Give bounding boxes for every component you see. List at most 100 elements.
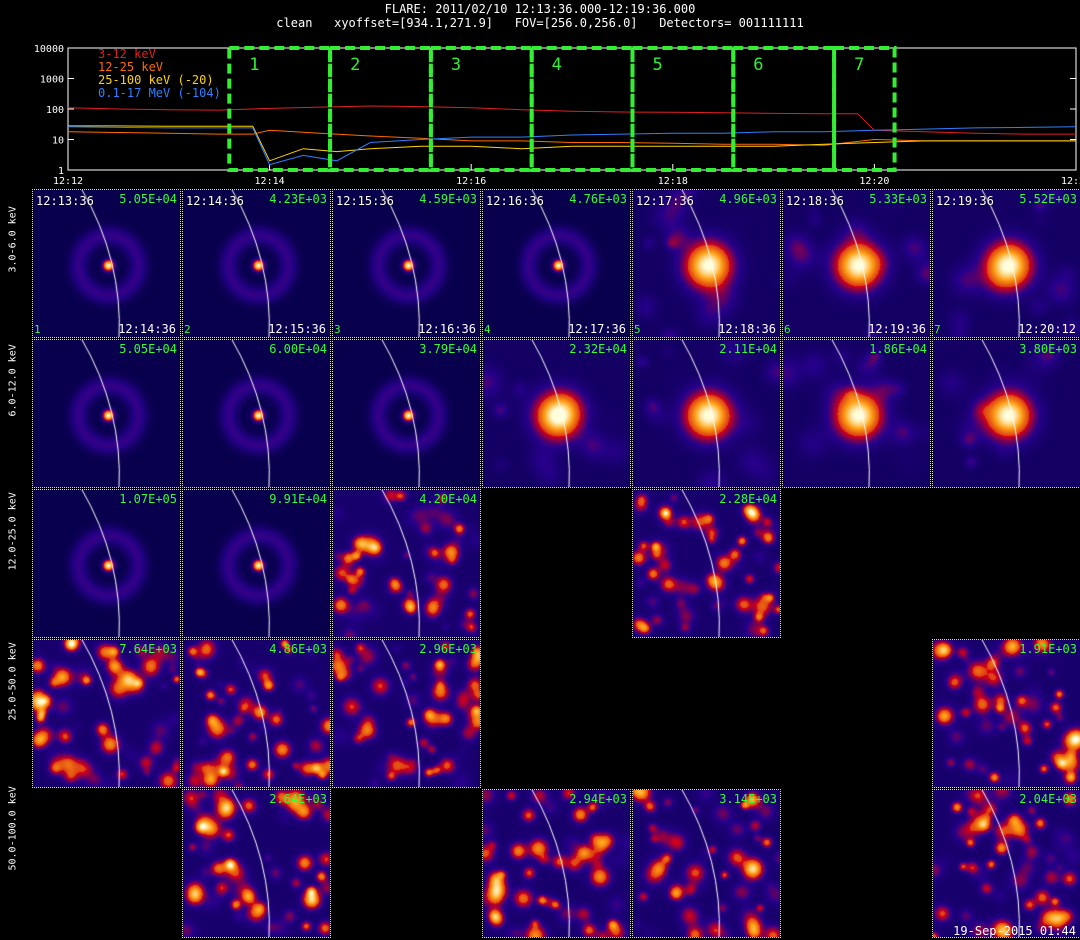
xray-image: [183, 490, 330, 637]
interval-end-time: 12:17:36: [568, 322, 626, 336]
peak-flux-label: 2.28E+04: [719, 492, 777, 506]
x-tick-label: 12:14: [255, 176, 285, 187]
interval-end-time: 12:19:36: [868, 322, 926, 336]
peak-flux-label: 4.59E+03: [419, 192, 477, 206]
plot-subtitle: clean xyoffset=[934.1,271.9] FOV=[256.0,…: [276, 16, 804, 30]
xray-image: [483, 190, 630, 337]
energy-band-label: 3.0-6.0 keV: [7, 206, 19, 273]
interval-label: 5: [652, 55, 662, 75]
energy-band-label: 25.0-50.0 keV: [7, 642, 19, 721]
image-tile: 5.05E+04 12:13:36 1 12:14:36: [32, 189, 181, 338]
image-tile: 2.28E+04: [632, 489, 781, 638]
peak-flux-label: 3.14E+03: [719, 792, 777, 806]
energy-band-label: 6.0-12.0 keV: [7, 344, 19, 417]
interval-end-time: 12:14:36: [118, 322, 176, 336]
series-line-3: [68, 125, 1076, 162]
peak-flux-label: 1.86E+04: [869, 342, 927, 356]
image-tile: 3.79E+04: [332, 339, 481, 488]
xray-image: [933, 190, 1080, 337]
legend-entry: 0.1-17 MeV (-104): [98, 86, 221, 100]
image-tile: 5.05E+04: [32, 339, 181, 488]
peak-flux-label: 7.64E+03: [119, 642, 177, 656]
series-line-2: [67, 129, 1076, 146]
peak-flux-label: 1.07E+05: [119, 492, 177, 506]
interval-box: [328, 46, 433, 172]
xray-image: [933, 340, 1080, 487]
image-tile: 3.80E+03: [932, 339, 1080, 488]
xray-image: [33, 490, 180, 637]
peak-flux-label: 2.96E+03: [419, 642, 477, 656]
xray-image: [33, 190, 180, 337]
timestamp: 19-Sep-2015 01:44: [953, 924, 1076, 938]
image-tile: 7.64E+03: [32, 639, 181, 788]
interval-end-time: 12:18:36: [718, 322, 776, 336]
y-tick-label: 10000: [34, 44, 64, 55]
image-tile: 4.59E+03 12:15:36 3 12:16:36: [332, 189, 481, 338]
peak-flux-label: 2.04E+03: [1019, 792, 1077, 806]
interval-index: 1: [34, 323, 41, 336]
image-tile: 9.91E+04: [182, 489, 331, 638]
peak-flux-label: 4.86E+03: [269, 642, 327, 656]
interval-index: 2: [184, 323, 191, 336]
image-tile: 2.11E+04: [632, 339, 781, 488]
xray-image: [333, 640, 480, 787]
interval-box: [227, 46, 333, 172]
xray-image: [783, 340, 930, 487]
interval-start-time: 12:15:36: [336, 194, 394, 208]
xray-image: [33, 640, 180, 787]
interval-box: [529, 46, 635, 172]
interval-start-time: 12:13:36: [36, 194, 94, 208]
interval-end-time: 12:15:36: [268, 322, 326, 336]
xray-image: [483, 790, 630, 937]
interval-box: [428, 46, 534, 172]
lightcurve-plot: 1 10 100 1000 10000 12:12 12:14 12:16 12:18 12:20…: [34, 44, 1080, 187]
xray-image: [633, 790, 780, 937]
xray-image: [333, 490, 480, 637]
interval-start-time: 12:14:36: [186, 194, 244, 208]
lc-frame: [67, 47, 1077, 171]
y-tick-label: 10: [52, 136, 64, 147]
xray-image: [333, 190, 480, 337]
peak-flux-label: 1.91E+03: [1019, 642, 1077, 656]
interval-end-time: 12:16:36: [418, 322, 476, 336]
peak-flux-label: 4.23E+03: [269, 192, 327, 206]
x-tick-label: 12:16: [456, 176, 486, 187]
interval-index: 3: [334, 323, 341, 336]
image-tile: 4.86E+03: [182, 639, 331, 788]
xray-image: [633, 190, 780, 337]
peak-flux-label: 2.64E+03: [269, 792, 327, 806]
image-tile: 2.64E+03: [182, 789, 331, 938]
xray-image: [933, 790, 1080, 937]
interval-box: [630, 46, 736, 172]
image-tile: 2.32E+04: [482, 339, 631, 488]
image-tile: 2.94E+03: [482, 789, 631, 938]
interval-index: 7: [934, 323, 941, 336]
image-tile: 1.86E+04: [782, 339, 931, 488]
interval-label: 4: [552, 55, 562, 75]
xray-image: [633, 490, 780, 637]
peak-flux-label: 5.52E+03: [1019, 192, 1077, 206]
xray-image: [483, 340, 630, 487]
interval-index: 4: [484, 323, 491, 336]
peak-flux-label: 5.05E+04: [119, 342, 177, 356]
image-tile: 3.14E+03: [632, 789, 781, 938]
y-tick-label: 1000: [40, 75, 64, 86]
plot-title: FLARE: 2011/02/10 12:13:36.000-12:19:36.…: [384, 2, 696, 16]
xray-image: [633, 340, 780, 487]
legend-entry: 3-12 keV: [98, 47, 156, 61]
legend-entry: 12-25 keV: [98, 60, 163, 74]
image-tile: 4.76E+03 12:16:36 4 12:17:36: [482, 189, 631, 338]
image-tile: 4.23E+03 12:14:36 2 12:15:36: [182, 189, 331, 338]
legend-entry: 25-100 keV (-20): [98, 73, 214, 87]
xray-image: [33, 340, 180, 487]
peak-flux-label: 3.80E+03: [1019, 342, 1077, 356]
x-tick-label: 12:22: [1061, 176, 1080, 187]
xray-image: [333, 340, 480, 487]
y-tick-label: 100: [46, 105, 64, 116]
series-line-4: [67, 126, 1077, 166]
x-tick-label: 12:20: [859, 176, 889, 187]
interval-index: 6: [784, 323, 791, 336]
image-tile: 4.96E+03 12:17:36 5 12:18:36: [632, 189, 781, 338]
interval-box: [832, 46, 897, 172]
xray-image: [183, 340, 330, 487]
